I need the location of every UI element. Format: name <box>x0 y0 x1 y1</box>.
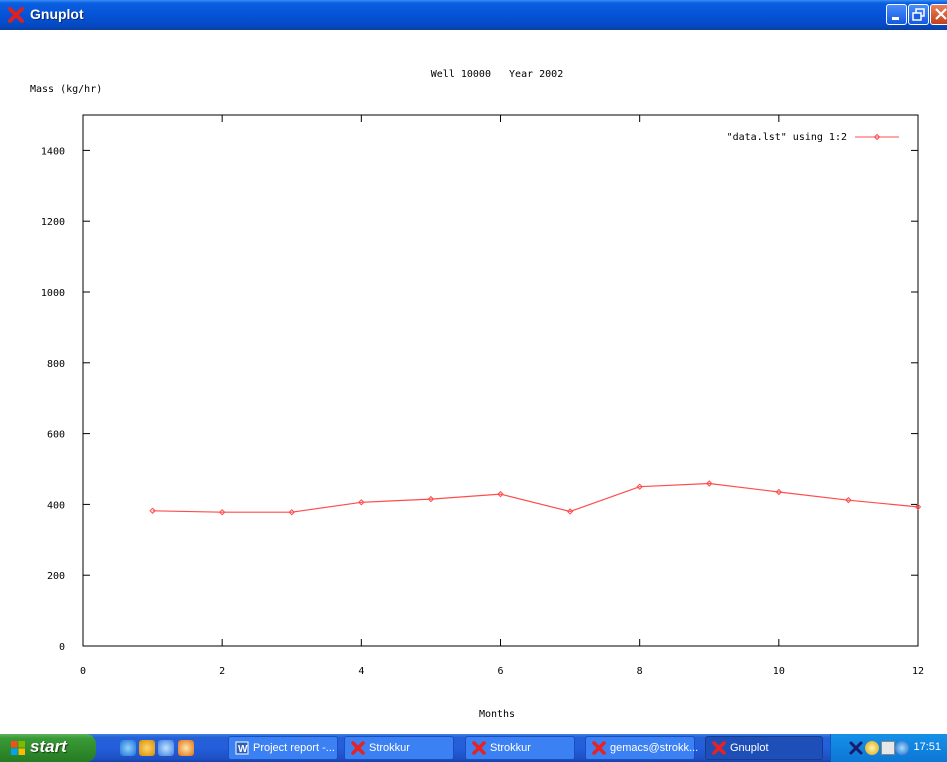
minimize-button[interactable] <box>886 4 907 25</box>
browser-icon[interactable] <box>158 740 174 756</box>
x-icon <box>351 741 365 755</box>
y-tick-label: 200 <box>47 571 65 582</box>
x-tick-label: 10 <box>773 666 785 677</box>
x-icon <box>592 741 606 755</box>
data-point <box>566 508 574 515</box>
x-axis-label: Months <box>479 709 515 720</box>
window-titlebar[interactable]: Gnuplot <box>0 0 947 30</box>
chart-title: Well 10000 Year 2002 <box>431 69 563 80</box>
x-app-icon <box>8 7 24 23</box>
x-tick-label: 8 <box>637 666 643 677</box>
x-icon <box>472 741 486 755</box>
data-point <box>636 483 643 490</box>
task-strokkur-1[interactable]: Strokkur <box>344 736 454 760</box>
task-gnuplot[interactable]: Gnuplot <box>705 736 823 760</box>
windows-flag-icon <box>11 741 25 755</box>
data-point <box>288 508 295 516</box>
x-tick-label: 6 <box>497 666 503 677</box>
task-label: Strokkur <box>369 742 410 754</box>
y-tick-label: 800 <box>47 359 65 370</box>
close-button[interactable] <box>930 4 947 25</box>
clock: 17:51 <box>913 741 941 753</box>
task-label: Strokkur <box>490 742 531 754</box>
x-tick-label: 0 <box>80 666 86 677</box>
task-project-report[interactable]: W Project report -... <box>228 736 338 760</box>
legend-marker <box>873 133 881 141</box>
word-icon: W <box>235 741 249 755</box>
security-icon[interactable] <box>895 741 909 755</box>
plot-frame <box>82 114 919 647</box>
data-point <box>358 499 365 506</box>
series-layer <box>149 480 922 516</box>
y-axis-label: Mass (kg/hr) <box>30 84 102 95</box>
task-label: gemacs@strokk... <box>610 742 699 754</box>
y-tick-label: 400 <box>47 500 65 511</box>
media-icon[interactable] <box>139 740 155 756</box>
task-strokkur-2[interactable]: Strokkur <box>465 736 575 760</box>
maximize-button[interactable] <box>908 4 929 25</box>
x-icon <box>712 741 726 755</box>
data-point <box>218 508 226 516</box>
y-tick-label: 1200 <box>41 217 65 228</box>
minimize-icon <box>892 17 899 20</box>
plot-area: Well 10000 Year 2002 Mass (kg/hr) Months… <box>30 69 924 720</box>
task-label: Gnuplot <box>730 742 769 754</box>
legend-label: "data.lst" using 1:2 <box>727 132 847 143</box>
data-point <box>706 480 713 487</box>
task-label: Project report -... <box>253 742 335 754</box>
y-tick-label: 1000 <box>41 288 65 299</box>
x-tray-icon[interactable] <box>849 741 863 755</box>
data-point <box>845 496 852 504</box>
data-point <box>149 507 156 514</box>
y-tick-label: 1400 <box>41 146 65 157</box>
axis-ticks: 0 200 400 600 800 1000 1200 1400 0 2 4 6 8 10 12 <box>41 115 924 677</box>
monitor-icon[interactable] <box>881 741 895 755</box>
series-line <box>152 482 919 513</box>
data-point <box>497 490 504 498</box>
restore-icon <box>912 8 925 21</box>
svg-text:W: W <box>238 744 248 755</box>
y-tick-label: 0 <box>59 642 65 653</box>
x-tick-label: 4 <box>358 666 364 677</box>
window-title: Gnuplot <box>30 6 84 22</box>
data-point <box>914 503 922 511</box>
data-point <box>775 488 783 496</box>
network-icon[interactable] <box>865 741 879 755</box>
ie-icon[interactable] <box>120 740 136 756</box>
start-label: start <box>30 737 67 756</box>
y-tick-label: 600 <box>47 430 65 441</box>
task-gemacs[interactable]: gemacs@strokk... <box>585 736 699 760</box>
start-button[interactable]: start <box>0 734 96 762</box>
x-tick-label: 2 <box>219 666 225 677</box>
taskbar: start W Project report -... Strokkur Str… <box>0 734 947 762</box>
x-tick-label: 12 <box>912 666 924 677</box>
system-tray: 17:51 <box>830 734 947 762</box>
close-icon <box>935 8 947 20</box>
legend: "data.lst" using 1:2 <box>727 132 899 143</box>
player-icon[interactable] <box>178 740 194 756</box>
data-point <box>427 495 435 503</box>
